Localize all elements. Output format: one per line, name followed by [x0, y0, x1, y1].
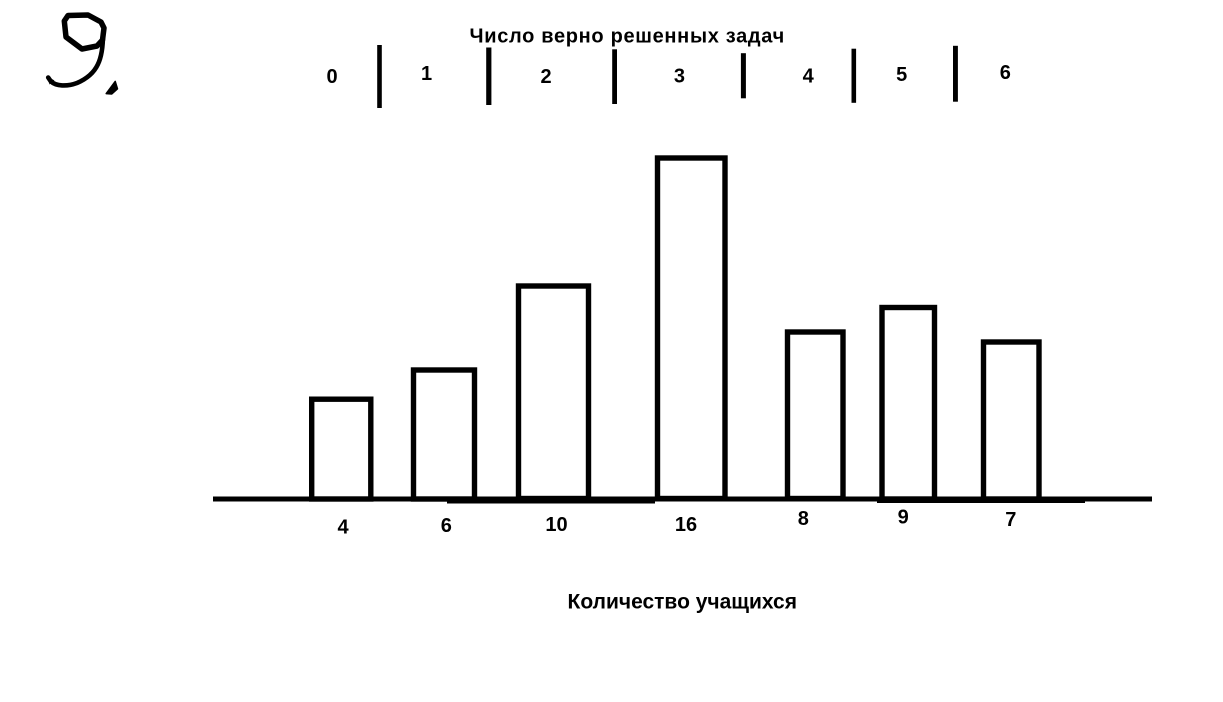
svg-text:4: 4 [337, 517, 349, 539]
svg-text:9: 9 [898, 507, 909, 529]
svg-text:Количество учащихся: Количество учащихся [568, 591, 798, 614]
svg-text:10: 10 [545, 514, 567, 536]
svg-text:0: 0 [326, 66, 337, 88]
svg-text:5: 5 [896, 64, 907, 86]
svg-text:7: 7 [1005, 509, 1016, 531]
svg-text:4: 4 [803, 65, 815, 87]
svg-text:16: 16 [675, 514, 697, 536]
svg-text:Число верно решенных задач: Число верно решенных задач [470, 25, 785, 47]
svg-text:8: 8 [798, 508, 809, 530]
svg-text:3: 3 [674, 65, 685, 87]
svg-text:6: 6 [1000, 62, 1011, 84]
svg-text:2: 2 [540, 66, 551, 88]
svg-text:6: 6 [441, 515, 452, 537]
svg-text:1: 1 [421, 63, 432, 85]
